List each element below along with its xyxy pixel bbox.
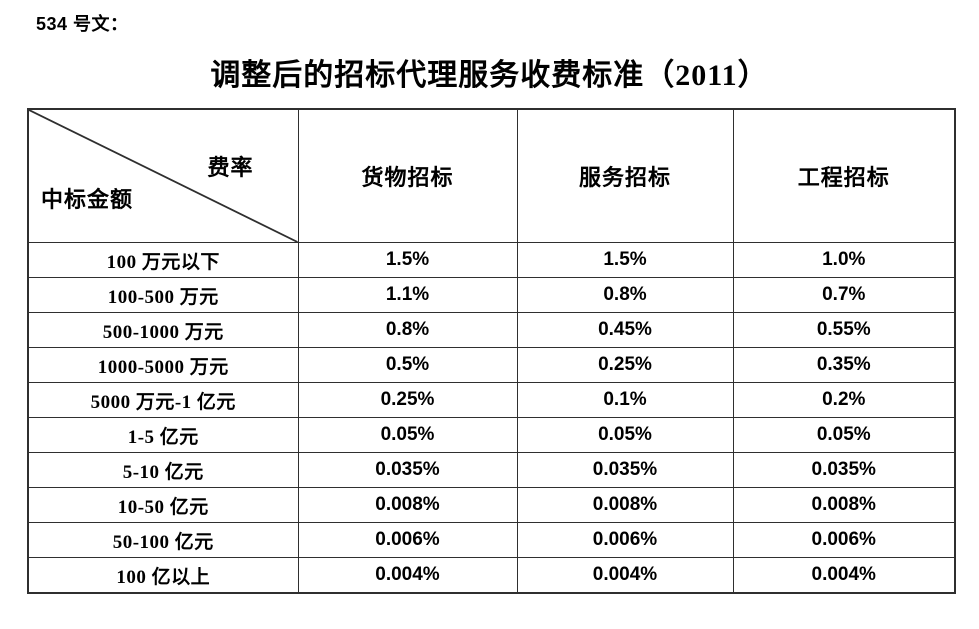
rate-cell-goods: 0.8% xyxy=(297,312,518,348)
doc-number-label: 534 号文： xyxy=(36,14,129,34)
rate-cell-engineering: 0.035% xyxy=(732,452,956,488)
rate-cell-services: 0.1% xyxy=(516,382,734,418)
table-row: 100 亿以上 0.004% 0.004% 0.004% xyxy=(27,557,956,594)
rate-cell-goods: 0.008% xyxy=(297,487,518,523)
rate-cell-goods: 0.035% xyxy=(297,452,518,488)
rate-cell-engineering: 0.006% xyxy=(732,522,956,558)
rate-cell-goods: 0.006% xyxy=(297,522,518,558)
table-row: 100-500 万元 1.1% 0.8% 0.7% xyxy=(27,277,956,313)
rate-cell-goods: 1.1% xyxy=(297,277,518,313)
amount-cell: 500-1000 万元 xyxy=(27,312,299,348)
amount-cell: 100 亿以上 xyxy=(27,557,299,594)
table-row: 100 万元以下 1.5% 1.5% 1.0% xyxy=(27,242,956,278)
amount-cell: 100 万元以下 xyxy=(27,242,299,278)
rate-cell-engineering: 0.008% xyxy=(732,487,956,523)
table-row: 50-100 亿元 0.006% 0.006% 0.006% xyxy=(27,522,956,558)
corner-rate-label: 费率 xyxy=(207,155,254,180)
amount-cell: 5-10 亿元 xyxy=(27,452,299,488)
rate-cell-engineering: 0.35% xyxy=(732,347,956,383)
rate-cell-engineering: 0.004% xyxy=(732,557,956,594)
column-header-services: 服务招标 xyxy=(516,108,734,243)
header-row: 费率 中标金额 货物招标 服务招标 工程招标 xyxy=(27,108,956,243)
amount-cell: 5000 万元-1 亿元 xyxy=(27,382,299,418)
rate-cell-services: 0.05% xyxy=(516,417,734,453)
rate-cell-engineering: 0.7% xyxy=(732,277,956,313)
column-header-goods: 货物招标 xyxy=(297,108,518,243)
rate-cell-goods: 1.5% xyxy=(297,242,518,278)
rate-cell-services: 0.008% xyxy=(516,487,734,523)
diagonal-divider-line xyxy=(29,110,298,242)
table-row: 1-5 亿元 0.05% 0.05% 0.05% xyxy=(27,417,956,453)
table-row: 5-10 亿元 0.035% 0.035% 0.035% xyxy=(27,452,956,488)
amount-cell: 1-5 亿元 xyxy=(27,417,299,453)
corner-amount-label: 中标金额 xyxy=(41,187,134,212)
rate-cell-services: 0.035% xyxy=(516,452,734,488)
rate-cell-engineering: 0.55% xyxy=(732,312,956,348)
rate-cell-engineering: 0.05% xyxy=(732,417,956,453)
rate-cell-engineering: 0.2% xyxy=(732,382,956,418)
table-row: 500-1000 万元 0.8% 0.45% 0.55% xyxy=(27,312,956,348)
rate-cell-goods: 0.5% xyxy=(297,347,518,383)
rate-cell-services: 0.006% xyxy=(516,522,734,558)
column-header-engineering: 工程招标 xyxy=(732,108,956,243)
rate-cell-goods: 0.05% xyxy=(297,417,518,453)
fee-standard-table: 费率 中标金额 货物招标 服务招标 工程招标 100 万元以下 1.5% 1.5… xyxy=(27,108,956,594)
amount-cell: 1000-5000 万元 xyxy=(27,347,299,383)
table-row: 10-50 亿元 0.008% 0.008% 0.008% xyxy=(27,487,956,523)
page-title: 调整后的招标代理服务收费标准（2011） xyxy=(210,59,769,92)
table-row: 5000 万元-1 亿元 0.25% 0.1% 0.2% xyxy=(27,382,956,418)
amount-cell: 10-50 亿元 xyxy=(27,487,299,523)
amount-cell: 50-100 亿元 xyxy=(27,522,299,558)
rate-cell-services: 0.25% xyxy=(516,347,734,383)
rate-cell-services: 0.8% xyxy=(516,277,734,313)
rate-cell-goods: 0.25% xyxy=(297,382,518,418)
rate-cell-services: 1.5% xyxy=(516,242,734,278)
table-row: 1000-5000 万元 0.5% 0.25% 0.35% xyxy=(27,347,956,383)
rate-cell-services: 0.45% xyxy=(516,312,734,348)
rate-cell-goods: 0.004% xyxy=(297,557,518,594)
diagonal-corner-cell: 费率 中标金额 xyxy=(27,108,299,243)
rate-cell-services: 0.004% xyxy=(516,557,734,594)
amount-cell: 100-500 万元 xyxy=(27,277,299,313)
rate-cell-engineering: 1.0% xyxy=(732,242,956,278)
